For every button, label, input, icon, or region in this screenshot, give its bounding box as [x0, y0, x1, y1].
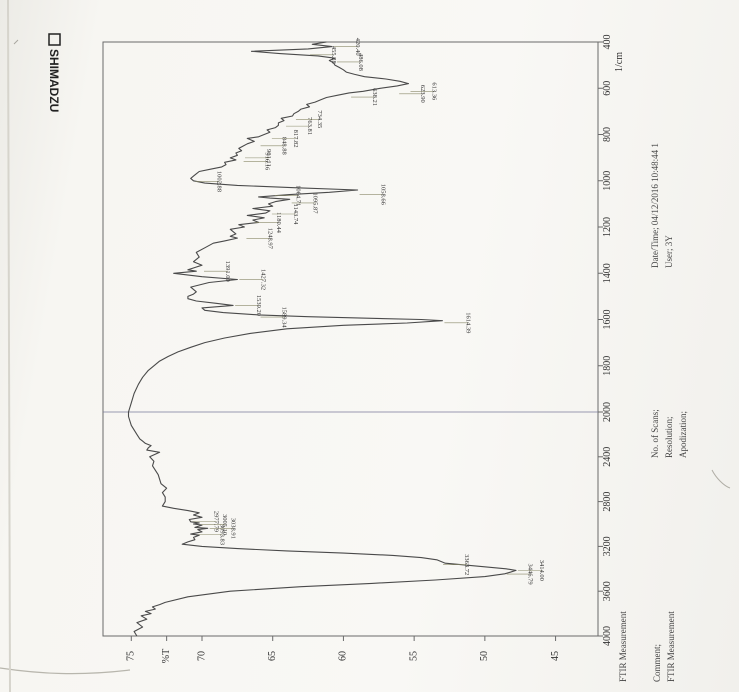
- y-axis-tick-label: 75: [126, 651, 137, 661]
- peak-label: 1064.71: [295, 185, 302, 206]
- plot-frame: [102, 41, 599, 637]
- brand-logo: SHIMADZU: [47, 33, 61, 112]
- resolution-label: Resolution;: [664, 416, 674, 458]
- peak-label: 1180.44: [275, 212, 282, 234]
- x-axis-tick-label: 2800: [602, 492, 613, 512]
- x-axis-tick-label: 2000: [602, 402, 613, 422]
- peak-label: 1002.88: [216, 171, 223, 192]
- peak-label: 1427.32: [259, 269, 266, 290]
- peak-label: 1614.39: [464, 312, 471, 333]
- y-axis-tick-label: 45: [550, 651, 561, 661]
- x-axis-tick-label: 400: [602, 35, 613, 50]
- y-axis-tick-label: %T: [161, 649, 172, 663]
- y-axis-tick-label: 50: [479, 651, 490, 661]
- peak-label: 3038.91: [230, 518, 237, 539]
- peak-label: 623.90: [419, 85, 426, 103]
- apodization-label: Apodization;: [678, 411, 688, 458]
- peak-label: 1143.74: [292, 204, 299, 226]
- y-axis-tick-label: 65: [267, 651, 278, 661]
- peak-label: 455.28: [330, 46, 337, 64]
- peak-label: 3005.10: [221, 514, 228, 535]
- peak-label: 486.08: [357, 53, 364, 71]
- peak-label: 638.21: [371, 88, 378, 106]
- peak-label: 901.11: [265, 149, 272, 167]
- y-axis-tick-label: 60: [338, 651, 349, 661]
- peak-label: 1095.87: [312, 192, 319, 214]
- peak-label: 1391.00: [224, 261, 231, 282]
- peak-label: 916.16: [264, 152, 271, 171]
- x-axis-tick-label: 600: [602, 81, 613, 96]
- x-axis-unit-label: 1/cm: [614, 52, 625, 72]
- peak-label: 1248.97: [266, 228, 273, 250]
- x-axis-tick-label: 3200: [602, 536, 613, 556]
- brand-logo-mark: [48, 33, 61, 46]
- spectrum-series-line: [127, 41, 517, 637]
- comment-value: FTIR Measurement: [666, 611, 676, 682]
- scans-label: No. of Scans;: [650, 409, 660, 458]
- peak-label: 420.40: [354, 38, 361, 56]
- peak-label: 3363.72: [463, 554, 470, 575]
- y-axis-tick-label: 55: [408, 651, 419, 661]
- peak-label: 3446.79: [527, 563, 534, 584]
- peak-label: 1058.66: [380, 184, 387, 206]
- user-text: User; 3Y: [664, 235, 674, 268]
- peak-label: 848.88: [281, 137, 288, 155]
- peak-label: 817.82: [292, 130, 299, 148]
- x-axis-tick-label: 1800: [602, 356, 613, 376]
- x-axis-tick-label: 4000: [602, 626, 613, 646]
- x-axis-tick-label: 1400: [602, 263, 613, 283]
- peak-label: 1539.20: [255, 295, 262, 316]
- peak-label: 1589.34: [281, 306, 288, 328]
- brand-name: SHIMADZU: [47, 49, 61, 112]
- x-axis-tick-label: 1200: [602, 217, 613, 237]
- measurement-title-text: FTIR Measurement: [618, 611, 628, 682]
- x-axis-tick-label: 2400: [602, 447, 613, 467]
- x-axis-tick-label: 1000: [602, 171, 613, 191]
- y-axis-tick-label: 70: [196, 651, 207, 661]
- x-axis-tick-label: 1600: [602, 310, 613, 330]
- datetime-text: Date/Time; 04/12/2016 10:48:44 1: [650, 143, 660, 268]
- peak-label: 3093.83: [218, 524, 225, 545]
- peak-label: 734.35: [316, 110, 323, 128]
- x-axis-tick-label: 3600: [602, 581, 613, 601]
- comment-label: Comment;: [652, 644, 662, 682]
- peak-label: 763.81: [306, 117, 313, 135]
- peak-label: 3414.00: [538, 560, 545, 581]
- peak-label: 2977.79: [213, 511, 220, 532]
- peak-label: 613.36: [430, 82, 437, 101]
- x-axis-tick-label: 800: [602, 127, 613, 142]
